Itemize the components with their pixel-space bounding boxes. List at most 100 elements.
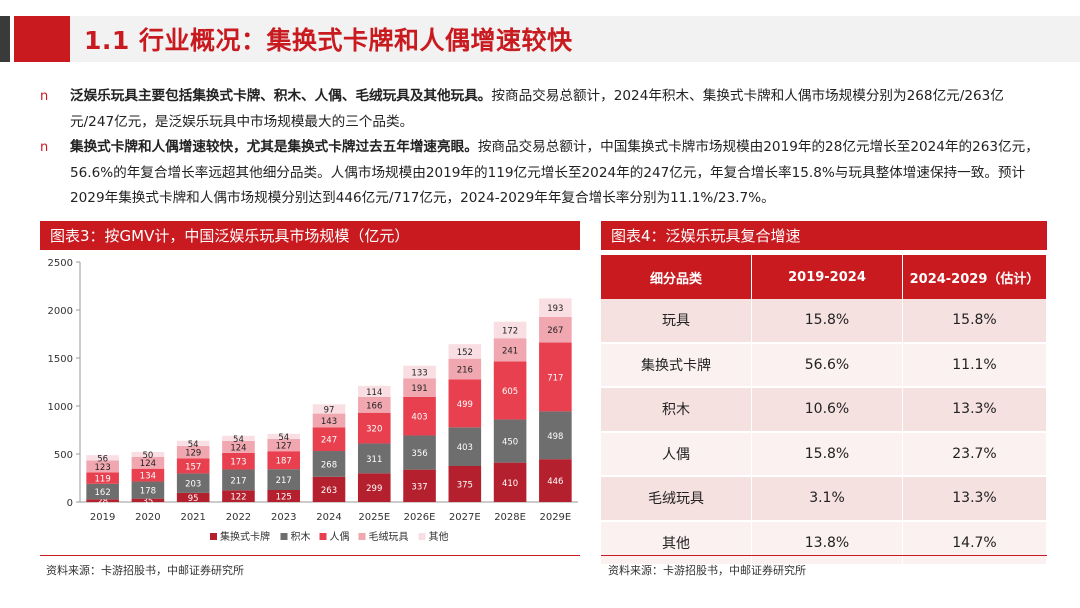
y-tick-label: 500 <box>54 450 73 461</box>
data-label: 267 <box>547 326 563 336</box>
data-label: 35 <box>142 497 153 507</box>
bullet-bold-lead: 泛娱乐玩具主要包括集换式卡牌、积木、人偶、毛绒玩具及其他玩具。 <box>70 88 492 104</box>
data-label: 187 <box>276 457 292 467</box>
table-cell: 毛绒玩具 <box>601 476 752 522</box>
data-label: 129 <box>185 449 201 459</box>
data-label: 191 <box>411 384 427 394</box>
bar-segment <box>539 298 572 317</box>
bullet-item: n 集换式卡牌和人偶增速较快，尤其是集换式卡牌过去五年增速亮眼。按商品交易总额计… <box>40 135 1040 212</box>
data-label: 299 <box>366 484 382 494</box>
table-row: 其他 13.8% 14.7% <box>601 520 1047 566</box>
data-label: 162 <box>95 488 111 498</box>
bullet-text: 按商品交易总额计，2024年积木、集换式卡牌和人偶市场规模分别为268亿元/26… <box>70 88 1004 130</box>
table-cell: 10.6% <box>751 387 903 433</box>
data-label: 125 <box>276 493 292 503</box>
data-label: 97 <box>324 405 335 415</box>
table-cell: 13.3% <box>902 476 1047 522</box>
data-label: 54 <box>233 435 244 445</box>
data-label: 717 <box>547 373 563 383</box>
data-label: 124 <box>230 443 246 453</box>
bar-segment <box>312 404 346 414</box>
bar-segment <box>176 458 210 474</box>
x-tick-label: 2025E <box>358 512 390 523</box>
bullet-marker: n <box>40 140 49 155</box>
chart-source-note: 资料来源：卡游招股书，中邮证券研究所 <box>46 564 244 577</box>
data-label: 605 <box>502 387 518 397</box>
x-tick-label: 2020 <box>135 512 160 523</box>
data-label: 241 <box>502 346 518 356</box>
table-header-cell: 2019-2024 <box>751 255 903 299</box>
legend-label: 积木 <box>291 531 311 543</box>
bar-segment <box>86 499 119 502</box>
data-label: 337 <box>411 482 427 492</box>
data-label: 56 <box>97 454 108 464</box>
table-cell: 23.7% <box>902 431 1047 477</box>
bar-segment <box>176 473 210 493</box>
bar-segment <box>312 413 346 428</box>
table-row: 玩具 15.8% 15.8% <box>601 299 1047 344</box>
y-tick-label: 0 <box>67 498 73 509</box>
bar-segment <box>403 435 436 470</box>
data-label: 123 <box>95 463 111 473</box>
table-cell: 3.1% <box>751 476 903 522</box>
bar-segment <box>176 492 210 502</box>
table-cell: 人偶 <box>601 431 752 477</box>
bar-segment <box>312 451 346 477</box>
data-label: 216 <box>457 366 473 376</box>
bar-segment <box>86 460 119 473</box>
slide-header: 1.1 行业概况：集换式卡牌和人偶增速较快 <box>0 0 1080 72</box>
data-label: 133 <box>411 369 427 379</box>
data-label: 172 <box>502 326 518 336</box>
table-row: 人偶 15.8% 23.7% <box>601 431 1047 477</box>
data-label: 403 <box>411 413 427 423</box>
data-label: 499 <box>457 400 473 410</box>
y-tick-label: 2500 <box>48 258 73 269</box>
table-cell: 13.3% <box>902 387 1047 433</box>
x-tick-label: 2019 <box>90 512 115 523</box>
bar-segment <box>267 469 301 490</box>
bar-segment <box>267 433 301 440</box>
growth-table: 细分品类 2019-2024 2024-2029（估计） 玩具 15.8% 15… <box>601 255 1047 566</box>
table-header-cell: 2024-2029（估计） <box>902 255 1047 299</box>
data-label: 178 <box>140 487 156 497</box>
chart-panel-title: 图表3：按GMV计，中国泛娱乐玩具市场规模（亿元） <box>40 221 580 250</box>
bullet-item: n 泛娱乐玩具主要包括集换式卡牌、积木、人偶、毛绒玩具及其他玩具。按商品交易总额… <box>40 84 1040 135</box>
table-row: 集换式卡牌 56.6% 11.1% <box>601 342 1047 388</box>
data-label: 54 <box>278 433 289 443</box>
bar-segment <box>176 445 210 459</box>
bar-segment <box>539 459 572 502</box>
bar-segment <box>222 452 255 470</box>
data-label: 450 <box>502 438 518 448</box>
data-label: 311 <box>366 455 382 465</box>
bullet-bold-lead: 集换式卡牌和人偶增速较快，尤其是集换式卡牌过去五年增速亮眼。 <box>70 139 478 155</box>
x-tick-label: 2029E <box>539 512 571 523</box>
data-label: 122 <box>230 493 246 503</box>
bar-segment <box>357 385 391 397</box>
bar-segment <box>222 469 255 491</box>
x-tick-label: 2026E <box>404 512 436 523</box>
bar-segment <box>222 440 255 453</box>
data-label: 143 <box>321 417 337 427</box>
data-label: 498 <box>547 432 563 442</box>
table-cell: 13.8% <box>751 520 903 566</box>
data-label: 134 <box>140 472 156 482</box>
data-label: 119 <box>95 475 111 485</box>
y-tick-label: 1000 <box>48 402 73 413</box>
bar-segment <box>403 469 436 502</box>
bar-segment <box>131 451 165 457</box>
table-cell: 56.6% <box>751 342 903 388</box>
bar-segment <box>493 338 527 362</box>
table-row: 积木 10.6% 13.3% <box>601 387 1047 433</box>
bar-segment <box>131 481 165 499</box>
bar-segment <box>403 396 436 436</box>
table-row: 毛绒玩具 3.1% 13.3% <box>601 476 1047 522</box>
table-cell: 集换式卡牌 <box>601 342 752 388</box>
data-label: 375 <box>457 481 473 491</box>
data-label: 356 <box>411 449 427 459</box>
bar-segment <box>86 483 119 500</box>
x-tick-label: 2027E <box>449 512 481 523</box>
data-label: 166 <box>366 401 382 411</box>
legend-label: 其他 <box>429 530 449 543</box>
title-band: 1.1 行业概况：集换式卡牌和人偶增速较快 <box>70 16 1080 62</box>
legend-swatch <box>358 533 366 540</box>
